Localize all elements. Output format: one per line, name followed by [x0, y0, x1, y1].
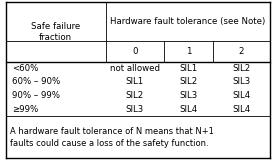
Text: SIL4: SIL4	[232, 91, 251, 100]
Text: Safe failure
fraction: Safe failure fraction	[31, 22, 80, 42]
Text: SIL3: SIL3	[232, 77, 251, 87]
Text: SIL3: SIL3	[179, 91, 197, 100]
Text: SIL3: SIL3	[126, 105, 144, 114]
Text: SIL1: SIL1	[179, 64, 197, 73]
Text: SIL4: SIL4	[179, 105, 197, 114]
Text: A hardware fault tolerance of N means that N+1
faults could cause a loss of the : A hardware fault tolerance of N means th…	[10, 127, 213, 148]
Text: 1: 1	[186, 47, 191, 56]
Text: Hardware fault tolerance (see Note): Hardware fault tolerance (see Note)	[110, 17, 265, 26]
Text: SIL1: SIL1	[126, 77, 144, 87]
Text: SIL2: SIL2	[232, 64, 251, 73]
Text: 90% – 99%: 90% – 99%	[12, 91, 60, 100]
Text: 2: 2	[238, 47, 244, 56]
Text: 0: 0	[132, 47, 138, 56]
Text: 60% – 90%: 60% – 90%	[12, 77, 60, 87]
Text: SIL2: SIL2	[179, 77, 197, 87]
Text: ≥99%: ≥99%	[12, 105, 38, 114]
Text: SIL2: SIL2	[126, 91, 144, 100]
Text: not allowed: not allowed	[110, 64, 160, 73]
Text: SIL4: SIL4	[232, 105, 251, 114]
Text: <60%: <60%	[12, 64, 39, 73]
